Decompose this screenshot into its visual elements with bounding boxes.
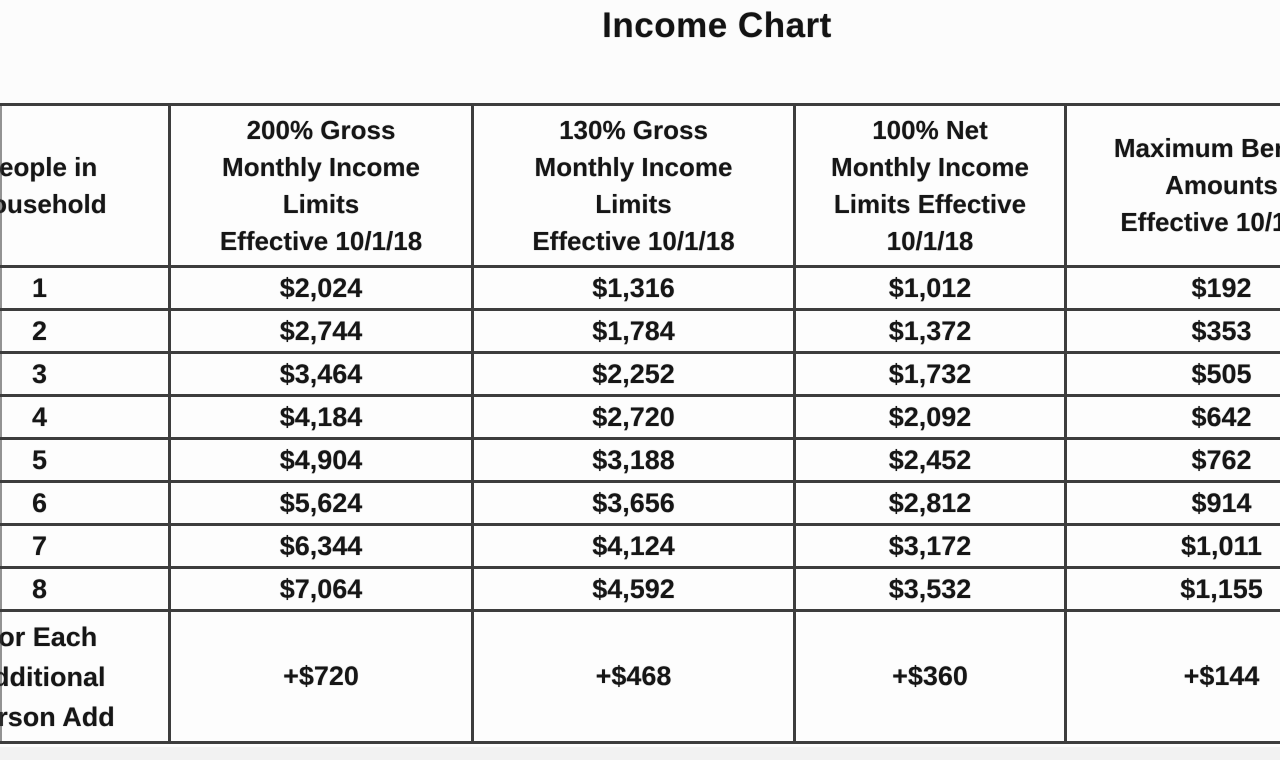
gross-130-cell: $1,316 [471,265,796,311]
net-100-cell: $2,452 [793,437,1067,483]
household-size-cell: 7 [0,523,171,569]
net-100-increment-cell: +$360 [793,609,1067,744]
table-row: 3 $3,464 $2,252 $1,732 $505 [0,351,1280,397]
gross-130-cell: $3,188 [471,437,796,483]
household-size-cell: 5 [0,437,171,483]
max-benefit-cell: $914 [1064,480,1280,526]
household-size-cell: 6 [0,480,171,526]
cropped-left-edge-line [0,103,2,744]
gross-200-increment-cell: +$720 [168,609,474,744]
max-benefit-cell: $762 [1064,437,1280,483]
table-row: 6 $5,624 $3,656 $2,812 $914 [0,480,1280,526]
col-header-100-net-limits: 100% Net Monthly Income Limits Effective… [793,103,1067,268]
col-header-130-gross-limits: 130% Gross Monthly Income Limits Effecti… [471,103,796,268]
table-row: 1 $2,024 $1,316 $1,012 $192 [0,265,1280,311]
household-size-cell: 4 [0,394,171,440]
gross-200-cell: $2,744 [168,308,474,354]
gross-200-cell: $4,184 [168,394,474,440]
gross-200-cell: $5,624 [168,480,474,526]
net-100-cell: $1,012 [793,265,1067,311]
income-chart-table: People in Household 200% Gross Monthly I… [0,103,1280,744]
household-size-cell: 1 [0,265,171,311]
gross-130-cell: $4,124 [471,523,796,569]
header-row: People in Household 200% Gross Monthly I… [0,103,1280,268]
col-header-200-gross-limits: 200% Gross Monthly Income Limits Effecti… [168,103,474,268]
gross-130-increment-cell: +$468 [471,609,796,744]
net-100-cell: $3,172 [793,523,1067,569]
gross-200-cell: $6,344 [168,523,474,569]
gross-200-cell: $2,024 [168,265,474,311]
household-size-cell: 3 [0,351,171,397]
table-row: 7 $6,344 $4,124 $3,172 $1,011 [0,523,1280,569]
net-100-cell: $2,092 [793,394,1067,440]
max-benefit-cell: $353 [1064,308,1280,354]
table-row: 2 $2,744 $1,784 $1,372 $353 [0,308,1280,354]
page-title: Income Chart [602,6,832,45]
max-benefit-cell: $192 [1064,265,1280,311]
col-header-max-benefit: Maximum Benefit Amounts Effective 10/1/1… [1064,103,1280,268]
table-header: People in Household 200% Gross Monthly I… [0,103,1280,268]
table-row: 5 $4,904 $3,188 $2,452 $762 [0,437,1280,483]
max-benefit-cell: $505 [1064,351,1280,397]
gross-130-cell: $2,252 [471,351,796,397]
additional-person-label: For Each Additional Person Add [0,609,171,744]
bottom-margin [0,747,1280,760]
gross-130-cell: $4,592 [471,566,796,612]
additional-person-row: For Each Additional Person Add +$720 +$4… [0,609,1280,744]
net-100-cell: $1,372 [793,308,1067,354]
gross-130-cell: $1,784 [471,308,796,354]
table-row: 4 $4,184 $2,720 $2,092 $642 [0,394,1280,440]
gross-130-cell: $3,656 [471,480,796,526]
household-size-cell: 2 [0,308,171,354]
gross-200-cell: $7,064 [168,566,474,612]
gross-200-cell: $4,904 [168,437,474,483]
table-row: 8 $7,064 $4,592 $3,532 $1,155 [0,566,1280,612]
max-benefit-cell: $1,155 [1064,566,1280,612]
gross-130-cell: $2,720 [471,394,796,440]
net-100-cell: $2,812 [793,480,1067,526]
max-benefit-increment-cell: +$144 [1064,609,1280,744]
net-100-cell: $1,732 [793,351,1067,397]
household-size-cell: 8 [0,566,171,612]
gross-200-cell: $3,464 [168,351,474,397]
table-body: 1 $2,024 $1,316 $1,012 $192 2 $2,744 $1,… [0,265,1280,744]
col-header-people-in-household: People in Household [0,103,171,268]
max-benefit-cell: $642 [1064,394,1280,440]
net-100-cell: $3,532 [793,566,1067,612]
max-benefit-cell: $1,011 [1064,523,1280,569]
